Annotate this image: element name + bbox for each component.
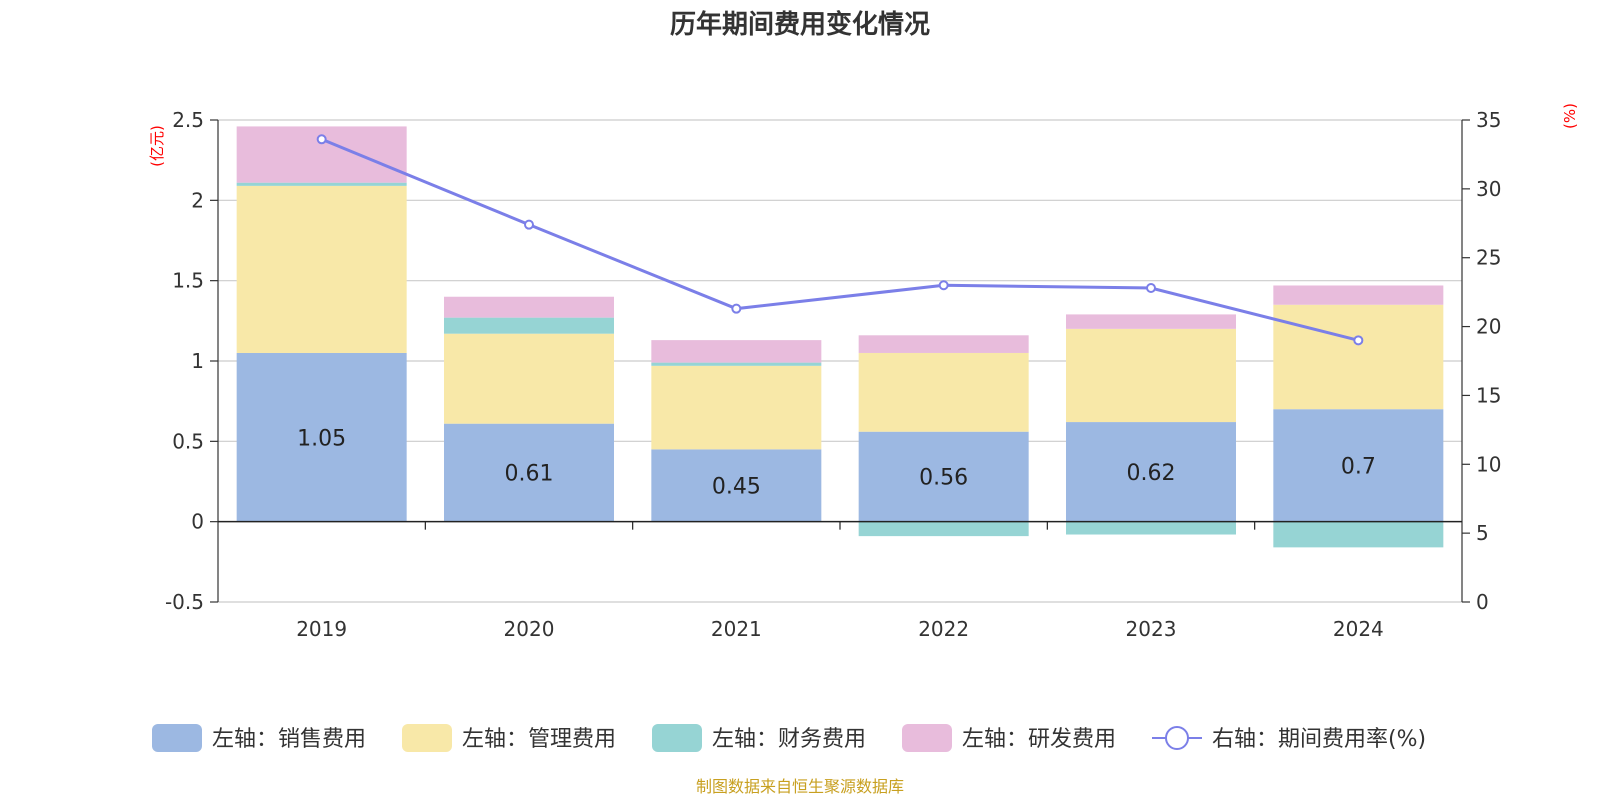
bar-segment [858, 335, 1029, 353]
bar-data-label: 0.45 [712, 475, 761, 500]
x-tick-label: 2021 [711, 617, 762, 641]
x-tick-label: 2019 [296, 617, 347, 641]
legend-swatch [402, 724, 452, 752]
bar-segment [858, 352, 1029, 432]
bar-segment [236, 185, 407, 353]
left-tick-label: 0.5 [172, 429, 204, 453]
legend-swatch [652, 724, 702, 752]
rate-point [1353, 335, 1364, 346]
bar-segment [858, 431, 1029, 522]
bar-segment [444, 317, 614, 334]
left-tick-label: 1.5 [172, 269, 204, 293]
bar-segment [1273, 304, 1444, 410]
right-tick-label: 10 [1476, 452, 1501, 476]
right-tick-label: 20 [1476, 315, 1501, 339]
right-tick-label: 35 [1476, 108, 1501, 132]
right-tick-label: 30 [1476, 177, 1501, 201]
bar-segment [1273, 409, 1444, 522]
legend-label: 左轴：财务费用 [712, 727, 866, 752]
bar-segment [651, 362, 822, 366]
bar-segment [651, 449, 822, 522]
bar-segment [236, 352, 407, 522]
bar-data-label: 0.7 [1341, 454, 1376, 479]
left-tick-label: 0 [191, 510, 204, 534]
bar-segment [236, 182, 407, 186]
bars [236, 126, 1444, 548]
left-tick-label: 2.5 [172, 108, 204, 132]
legend-swatch [152, 724, 202, 752]
legend-label: 右轴：期间费用率(%) [1212, 727, 1426, 752]
bar-segment [858, 521, 1029, 537]
right-tick-label: 25 [1476, 246, 1501, 270]
left-tick-label: -0.5 [165, 590, 204, 614]
bar-segment [1066, 314, 1236, 329]
bar-segment [651, 340, 822, 363]
x-tick-label: 2022 [918, 617, 969, 641]
bar-segment [1066, 422, 1236, 522]
rate-point [1146, 283, 1156, 294]
legend-swatch [902, 724, 952, 752]
rate-line [316, 134, 1364, 346]
x-tick-label: 2020 [504, 617, 555, 641]
data-labels: 1.05 0.61 0.45 0.56 0.62 0.7 [297, 426, 1376, 499]
bar-segment [444, 333, 614, 424]
bar-data-label: 0.56 [919, 466, 968, 491]
rate-point [731, 303, 742, 314]
axes: -0.5 0 0.5 1 1.5 2 2.5 0 5 10 15 20 25 30 35 2019 2020 20… [165, 108, 1501, 641]
left-tick-label: 2 [191, 188, 204, 212]
bar-data-label: 0.62 [1127, 461, 1176, 486]
legend-label: 左轴：管理费用 [462, 727, 616, 752]
left-tick-label: 1 [191, 349, 204, 373]
right-axis-unit: (%) [1561, 103, 1579, 129]
x-tick-label: 2024 [1333, 617, 1384, 641]
bar-segment [1066, 328, 1236, 423]
right-tick-label: 0 [1476, 590, 1489, 614]
x-tick-label: 2023 [1126, 617, 1177, 641]
rate-point [524, 219, 534, 230]
bar-segment [1066, 521, 1236, 535]
rate-point [938, 280, 949, 291]
legend-circle-swatch [1165, 726, 1189, 750]
rate-point [316, 134, 327, 145]
legend: 左轴：销售费用 左轴：管理费用 左轴：财务费用 左轴：研发费用 右轴：期间费用率(%) [152, 724, 1426, 752]
bar-data-label: 1.05 [297, 426, 346, 451]
grid-lines [218, 119, 1462, 603]
bar-segment [444, 296, 614, 318]
left-axis-unit: (亿元) [148, 125, 166, 167]
rate-line-path [321, 137, 1359, 342]
source-note: 制图数据来自恒生聚源数据库 [696, 777, 904, 796]
chart-title: 历年期间费用变化情况 [670, 9, 930, 40]
bar-data-label: 0.61 [505, 462, 554, 487]
right-tick-label: 5 [1476, 521, 1489, 545]
bar-segment [1273, 521, 1444, 548]
bar-segment [651, 365, 822, 450]
bar-segment [1273, 285, 1444, 305]
bar-segment [444, 423, 614, 522]
legend-label: 左轴：研发费用 [962, 727, 1116, 752]
right-tick-label: 15 [1476, 383, 1501, 407]
legend-label: 左轴：销售费用 [212, 727, 366, 752]
